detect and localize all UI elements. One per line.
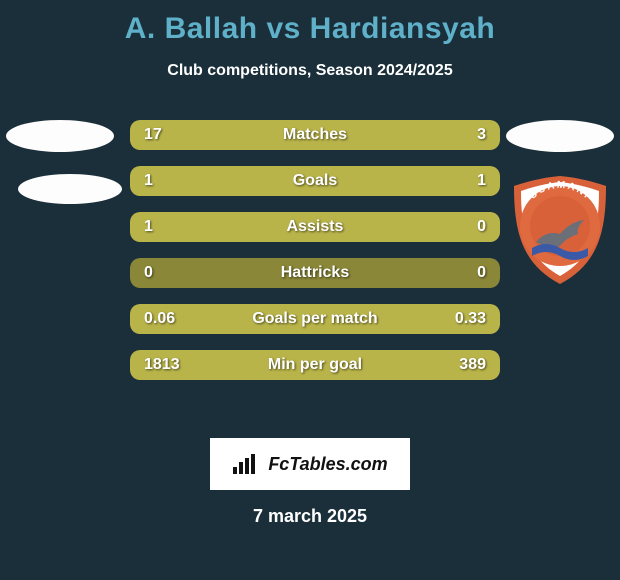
stat-value-right: 0 bbox=[477, 212, 486, 242]
player-left-avatar-bottom bbox=[18, 174, 122, 204]
stat-value-left: 17 bbox=[144, 120, 162, 150]
stat-bar-track bbox=[130, 258, 500, 288]
footer-brand-badge: FcTables.com bbox=[210, 438, 410, 490]
stat-value-right: 0.33 bbox=[455, 304, 486, 334]
stat-bar-fill-left bbox=[130, 120, 445, 150]
page-title: A. Ballah vs Hardiansyah bbox=[0, 0, 620, 46]
stat-row: 173Matches bbox=[130, 120, 500, 150]
player-left-avatar-top bbox=[6, 120, 114, 152]
page-subtitle: Club competitions, Season 2024/2025 bbox=[0, 62, 620, 80]
club-badge-right: USAMANI bbox=[506, 172, 614, 288]
stat-value-left: 1 bbox=[144, 166, 153, 196]
player-right-avatar-top bbox=[506, 120, 614, 152]
stat-value-left: 1813 bbox=[144, 350, 180, 380]
bars-logo-icon bbox=[232, 453, 260, 475]
stat-value-right: 389 bbox=[459, 350, 486, 380]
stat-bar-fill-right bbox=[445, 120, 501, 150]
stat-value-right: 0 bbox=[477, 258, 486, 288]
stat-bar-fill-left bbox=[130, 166, 315, 196]
stat-row: 11Goals bbox=[130, 166, 500, 196]
stat-row: 1813389Min per goal bbox=[130, 350, 500, 380]
stat-row: 0.060.33Goals per match bbox=[130, 304, 500, 334]
stat-value-left: 0 bbox=[144, 258, 153, 288]
stat-bar-fill-left bbox=[130, 212, 500, 242]
stat-value-right: 1 bbox=[477, 166, 486, 196]
stat-bar-fill-right bbox=[186, 304, 501, 334]
page: A. Ballah vs Hardiansyah Club competitio… bbox=[0, 0, 620, 580]
stat-bar-fill-right bbox=[315, 166, 500, 196]
footer-brand-text: FcTables.com bbox=[268, 454, 387, 475]
footer-date: 7 march 2025 bbox=[0, 506, 620, 527]
stat-row: 10Assists bbox=[130, 212, 500, 242]
stat-value-right: 3 bbox=[477, 120, 486, 150]
stat-bars: 173Matches11Goals10Assists00Hattricks0.0… bbox=[130, 120, 500, 380]
stat-value-left: 0.06 bbox=[144, 304, 175, 334]
stat-value-left: 1 bbox=[144, 212, 153, 242]
comparison-content: USAMANI 173Matches11Goals10Assists00Hatt… bbox=[0, 120, 620, 420]
stat-row: 00Hattricks bbox=[130, 258, 500, 288]
